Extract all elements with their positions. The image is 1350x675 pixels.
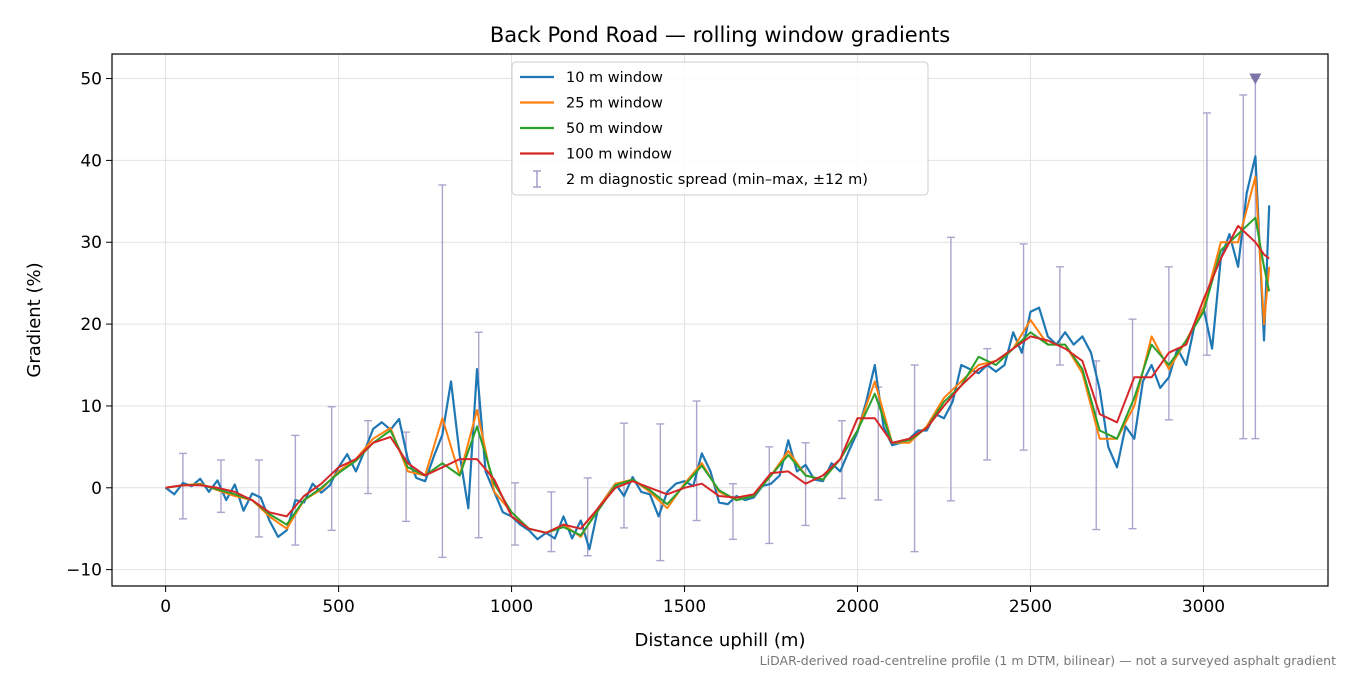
series-line-1: [164, 155, 1271, 551]
error-bar: [837, 419, 846, 500]
annotations: [1249, 73, 1262, 85]
footnote: LiDAR-derived road-centreline profile (1…: [760, 653, 1336, 668]
y-tick-label: 50: [80, 70, 102, 90]
error-bar: [511, 482, 520, 546]
error-bar: [255, 459, 264, 538]
legend-errorbar-swatch: [533, 170, 541, 188]
chart-title: Back Pond Road — rolling window gradient…: [490, 23, 950, 47]
series-lines: [164, 155, 1271, 551]
plot-frame: [111, 53, 1329, 587]
y-tick-label: 10: [80, 397, 102, 417]
error-bar: [910, 364, 919, 553]
error-bar: [620, 422, 628, 529]
x-tick-label: 0: [160, 597, 171, 617]
y-axis-label: Gradient (%): [24, 262, 45, 377]
error-bar: [1239, 94, 1248, 440]
error-bar: [438, 184, 447, 559]
y-tick-label: 20: [80, 315, 102, 335]
series-line-3: [165, 216, 1271, 537]
error-bar: [327, 406, 336, 532]
legend-label: 2 m diagnostic spread (min–max, ±12 m): [566, 172, 868, 188]
x-tick-label: 500: [322, 597, 354, 617]
legend-box: [511, 61, 929, 196]
y-axis-ticks: −10 0 10 20 30 40 50: [66, 70, 112, 581]
legend: 10 m window 25 m window 50 m window 100 m w…: [511, 61, 929, 196]
x-axis-ticks: 0 500 1000 1500 2000 2500 3000: [160, 586, 1225, 617]
error-bar: [1055, 266, 1064, 366]
error-bar: [547, 491, 556, 553]
error-bar: [765, 446, 774, 545]
y-tick-label: −10: [66, 561, 102, 581]
y-tick-label: 0: [91, 479, 102, 499]
error-bar: [1128, 318, 1137, 530]
error-bar: [1164, 266, 1173, 421]
series-line-4: [165, 224, 1270, 534]
peak-marker: [1249, 73, 1262, 85]
x-tick-label: 2000: [836, 597, 879, 617]
x-tick-label: 3000: [1182, 597, 1225, 617]
legend-label: 50 m window: [566, 121, 663, 137]
x-tick-label: 1000: [490, 597, 533, 617]
x-tick-label: 1500: [663, 597, 706, 617]
legend-label: 100 m window: [566, 147, 672, 163]
y-tick-label: 40: [80, 151, 102, 171]
x-tick-label: 2500: [1009, 597, 1052, 617]
legend-label: 10 m window: [566, 70, 663, 86]
error-bar: [692, 400, 701, 522]
error-bar: [983, 347, 992, 461]
error-bar: [728, 482, 737, 541]
x-axis-label: Distance uphill (m): [635, 630, 806, 651]
y-tick-label: 30: [80, 233, 102, 253]
legend-label: 25 m window: [566, 96, 663, 112]
error-bar: [364, 419, 372, 495]
error-bar: [291, 434, 300, 546]
error-bar: [1202, 112, 1211, 356]
error-bar: [946, 236, 955, 502]
